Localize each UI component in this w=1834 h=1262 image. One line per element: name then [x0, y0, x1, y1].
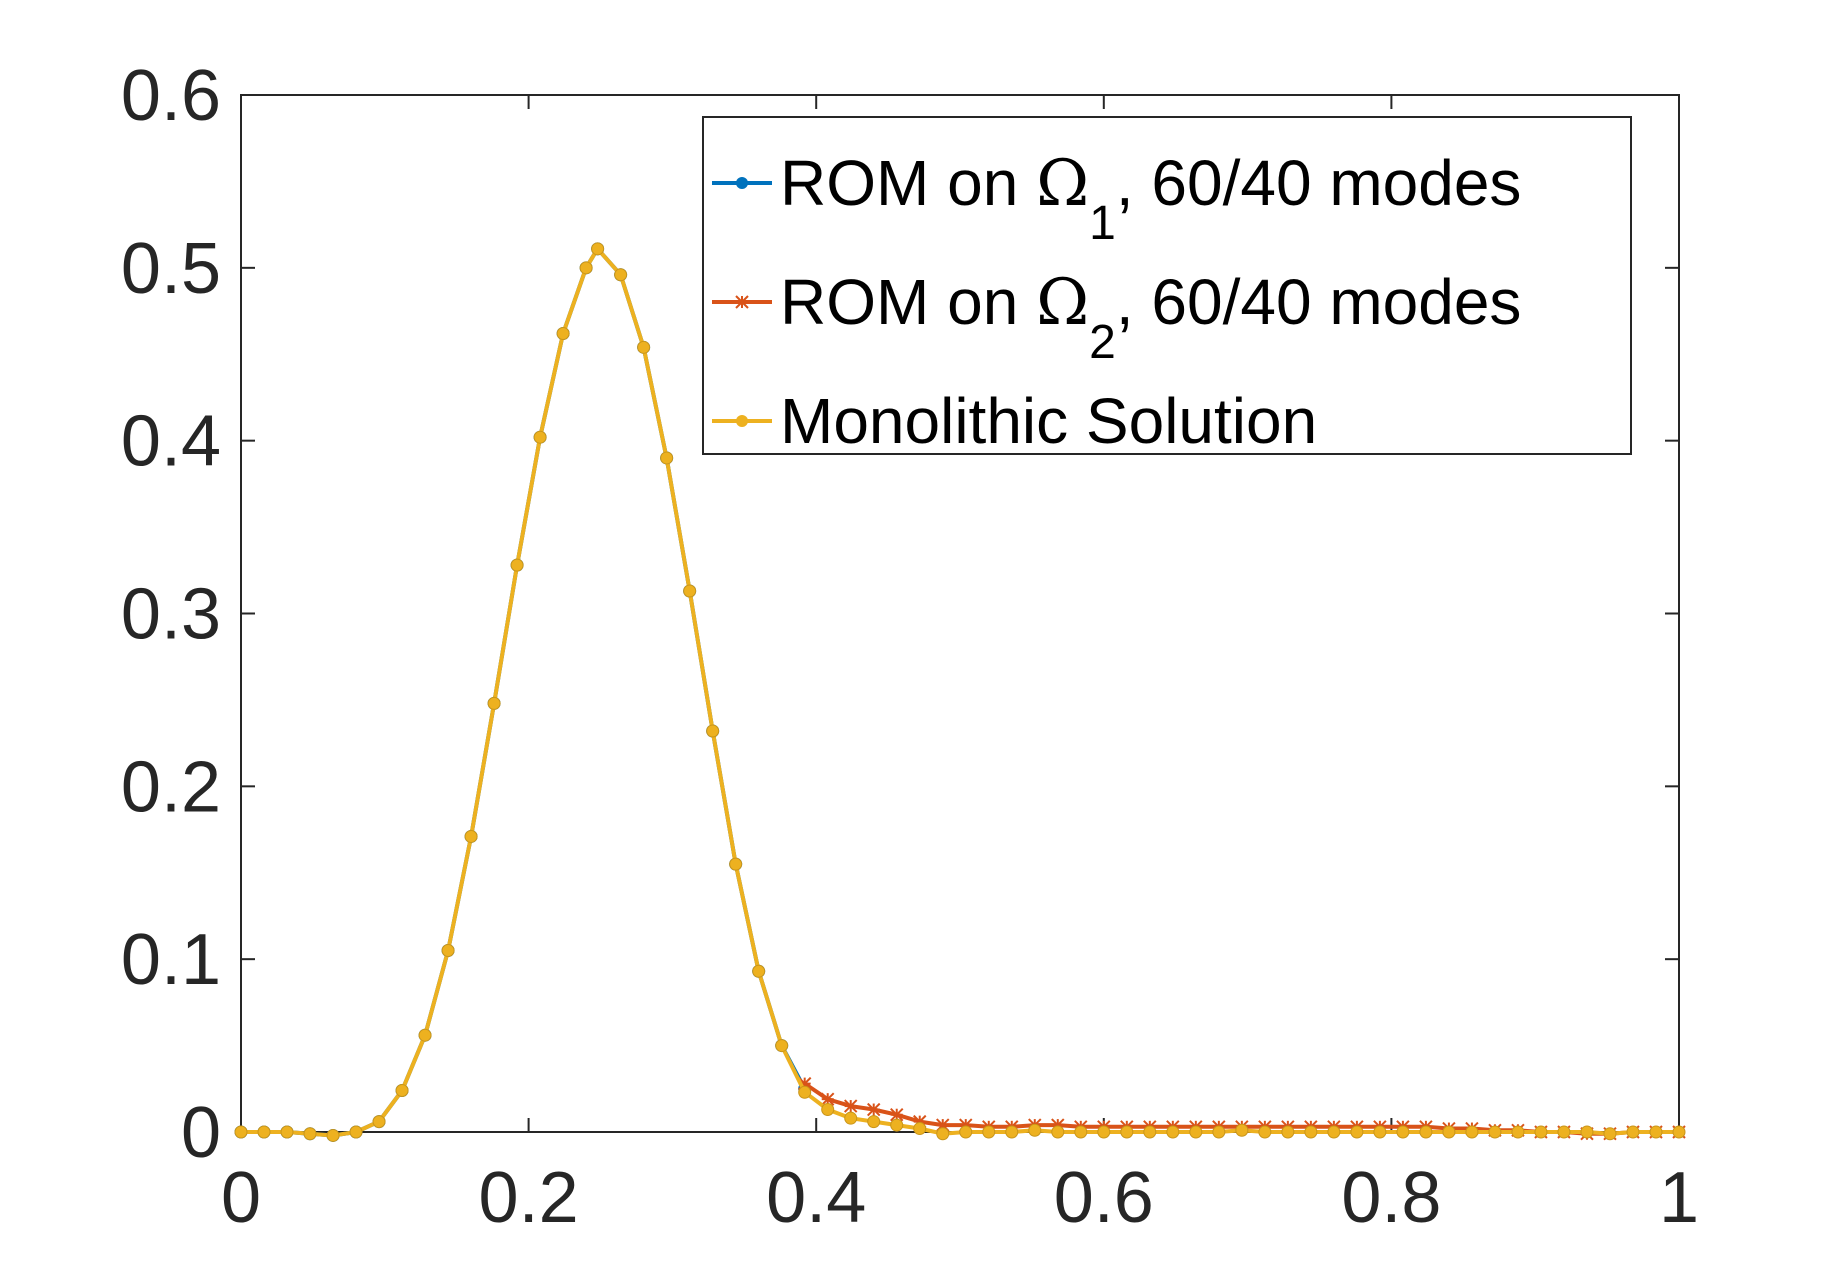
data-point — [1373, 1125, 1387, 1139]
data-point — [1350, 1125, 1364, 1139]
x-tick-label: 1 — [1659, 1158, 1699, 1238]
data-point — [395, 1084, 409, 1098]
data-point — [683, 584, 697, 598]
data-point — [1051, 1125, 1065, 1139]
x-tick-label: 0 — [221, 1158, 261, 1238]
data-point — [1649, 1125, 1663, 1139]
data-point — [913, 1122, 927, 1136]
legend-entry: ROM on Ω1, 60/40 modes — [712, 147, 1521, 250]
legend: ROM on Ω1, 60/40 modes ROM on Ω2, 60/40 m… — [702, 116, 1632, 457]
data-point — [1028, 1123, 1042, 1137]
data-point — [1626, 1125, 1640, 1139]
data-point — [959, 1125, 973, 1139]
data-point — [372, 1115, 386, 1129]
legend-swatch-marker — [736, 415, 748, 427]
data-point — [556, 327, 570, 341]
data-point — [1120, 1125, 1134, 1139]
legend-entry: Monolithic Solution — [712, 385, 1317, 457]
data-point — [1143, 1125, 1157, 1139]
data-point — [1442, 1125, 1456, 1139]
data-point — [752, 964, 766, 978]
data-point — [614, 268, 628, 282]
legend-label: ROM on Ω2, 60/40 modes — [780, 266, 1521, 369]
data-point — [533, 430, 547, 444]
data-point — [418, 1028, 432, 1042]
data-point — [1166, 1125, 1180, 1139]
x-tick-label: 0.2 — [479, 1158, 579, 1238]
data-point — [1419, 1125, 1433, 1139]
data-point — [349, 1125, 363, 1139]
data-point — [890, 1118, 904, 1132]
y-tick-label: 0.5 — [121, 229, 221, 309]
data-point — [1603, 1127, 1617, 1141]
data-point — [1281, 1125, 1295, 1139]
data-point — [660, 451, 674, 465]
x-tick-label: 0.6 — [1054, 1158, 1154, 1238]
data-point — [487, 696, 501, 710]
data-point — [1327, 1125, 1341, 1139]
y-tick-label: 0 — [181, 1093, 221, 1173]
legend-box — [702, 116, 1632, 455]
axes: 0 0.2 0.4 0.6 0.8 1 0 0.1 0.2 0.3 0.4 0.5 0.6 — [121, 56, 1699, 1238]
data-point — [706, 724, 720, 738]
data-point — [867, 1115, 881, 1129]
data-point — [1005, 1125, 1019, 1139]
data-point — [844, 1099, 858, 1113]
data-point — [1212, 1125, 1226, 1139]
data-point — [1074, 1125, 1088, 1139]
y-tick-label: 0.2 — [121, 747, 221, 827]
data-point — [1396, 1125, 1410, 1139]
series-3 — [234, 242, 1686, 1142]
data-point — [1304, 1125, 1318, 1139]
y-tick-label: 0.4 — [121, 402, 221, 482]
data-point — [775, 1039, 789, 1053]
data-point — [591, 242, 605, 256]
data-point — [1672, 1125, 1686, 1139]
data-point — [844, 1111, 858, 1125]
data-point — [1235, 1123, 1249, 1137]
data-point — [303, 1127, 317, 1141]
plot-series — [234, 242, 1686, 1142]
data-point — [729, 857, 743, 871]
data-point — [1580, 1125, 1594, 1139]
y-tick-label: 0.1 — [121, 920, 221, 1000]
data-point — [798, 1085, 812, 1099]
data-point — [257, 1125, 271, 1139]
data-point — [982, 1125, 996, 1139]
data-point — [280, 1125, 294, 1139]
x-tick-label: 0.4 — [766, 1158, 866, 1238]
data-point — [510, 558, 524, 572]
data-point — [234, 1125, 248, 1139]
y-tick-label: 0.3 — [121, 575, 221, 655]
data-point — [441, 944, 455, 958]
legend-entry: ROM on Ω2, 60/40 modes — [712, 266, 1521, 369]
data-point — [1488, 1125, 1502, 1139]
data-point — [326, 1128, 340, 1142]
data-point — [867, 1102, 881, 1117]
data-point — [936, 1127, 950, 1141]
data-point — [579, 261, 593, 275]
data-point — [1258, 1125, 1272, 1139]
data-point — [464, 829, 478, 843]
legend-label: ROM on Ω1, 60/40 modes — [780, 147, 1521, 250]
y-tick-label: 0.6 — [121, 56, 221, 136]
series-line — [241, 246, 1679, 1138]
legend-swatch-marker — [736, 177, 748, 189]
data-point — [1511, 1125, 1525, 1139]
legend-label: Monolithic Solution — [780, 385, 1317, 457]
data-point — [637, 340, 651, 354]
data-point — [821, 1103, 835, 1117]
data-point — [1097, 1125, 1111, 1139]
x-tick-label: 0.8 — [1341, 1158, 1441, 1238]
data-point — [1534, 1125, 1548, 1139]
data-point — [1465, 1125, 1479, 1139]
data-point — [1557, 1125, 1571, 1139]
data-point — [1189, 1125, 1203, 1139]
